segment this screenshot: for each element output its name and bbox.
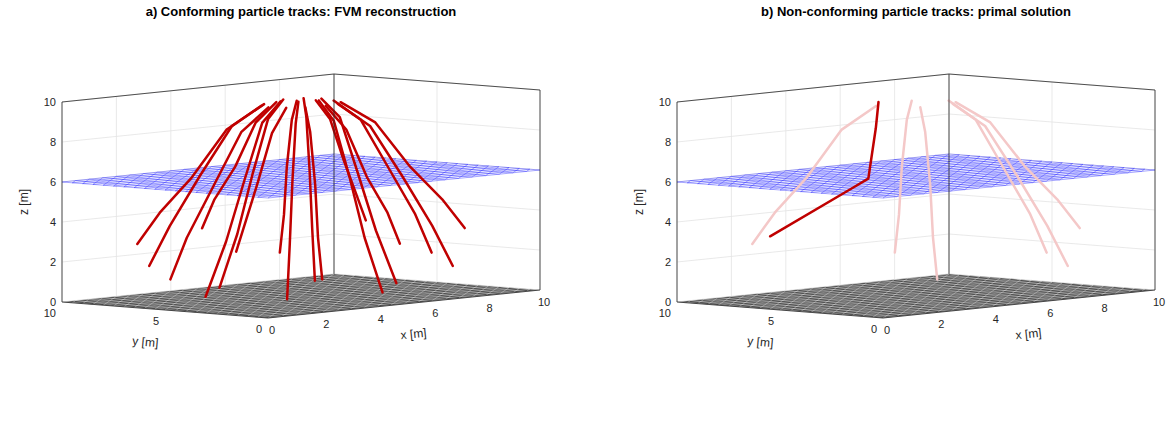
svg-text:0: 0 xyxy=(884,324,890,336)
svg-text:10: 10 xyxy=(659,96,671,108)
svg-text:0: 0 xyxy=(256,323,262,335)
svg-text:2: 2 xyxy=(323,318,329,330)
svg-text:10: 10 xyxy=(538,296,550,308)
svg-text:2: 2 xyxy=(50,256,56,268)
svg-text:y [m]: y [m] xyxy=(747,334,774,350)
svg-text:4: 4 xyxy=(665,216,671,228)
svg-text:a) Conforming particle tracks:: a) Conforming particle tracks: FVM recon… xyxy=(146,4,457,19)
svg-text:y [m]: y [m] xyxy=(132,334,159,350)
svg-text:5: 5 xyxy=(153,315,159,327)
svg-text:10: 10 xyxy=(1153,296,1165,308)
svg-text:5: 5 xyxy=(768,315,774,327)
svg-text:2: 2 xyxy=(665,256,671,268)
svg-text:4: 4 xyxy=(378,313,384,325)
svg-text:0: 0 xyxy=(871,323,877,335)
svg-text:x [m]: x [m] xyxy=(1015,326,1042,343)
svg-text:4: 4 xyxy=(993,313,999,325)
svg-text:0: 0 xyxy=(664,296,671,308)
svg-text:8: 8 xyxy=(487,302,493,314)
svg-text:10: 10 xyxy=(44,307,56,319)
svg-text:0: 0 xyxy=(49,296,56,308)
svg-text:6: 6 xyxy=(665,176,671,188)
svg-text:8: 8 xyxy=(50,136,56,148)
svg-text:z [m]: z [m] xyxy=(17,189,31,215)
svg-text:10: 10 xyxy=(659,307,671,319)
svg-text:8: 8 xyxy=(665,136,671,148)
svg-text:8: 8 xyxy=(1102,302,1108,314)
svg-text:4: 4 xyxy=(50,216,56,228)
svg-text:6: 6 xyxy=(50,176,56,188)
svg-text:x [m]: x [m] xyxy=(400,326,427,343)
svg-text:b) Non-conforming particle tra: b) Non-conforming particle tracks: prima… xyxy=(761,4,1071,19)
svg-text:0: 0 xyxy=(269,324,275,336)
svg-text:z [m]: z [m] xyxy=(632,189,646,215)
svg-text:6: 6 xyxy=(1047,307,1053,319)
svg-text:2: 2 xyxy=(938,318,944,330)
svg-text:6: 6 xyxy=(432,307,438,319)
svg-text:10: 10 xyxy=(44,96,56,108)
